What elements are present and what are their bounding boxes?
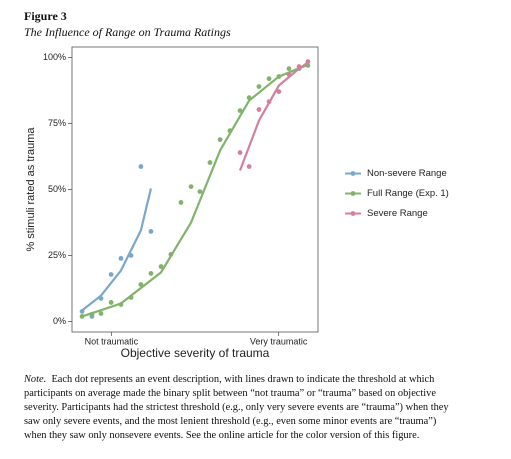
point	[237, 108, 243, 113]
point	[227, 128, 233, 134]
y-tick-label: 75%	[48, 118, 66, 128]
point	[178, 200, 184, 205]
legend-dot	[350, 191, 356, 196]
chart: 0% 25% 50% 75% 100% Not traumatic Very traumat…	[25, 46, 449, 360]
plot-frame	[71, 46, 319, 333]
point	[286, 72, 292, 77]
fit-line	[81, 188, 153, 312]
y-tick-label: 100%	[43, 52, 66, 62]
y-tick-label: 0%	[53, 316, 66, 326]
y-tick-label: 50%	[48, 184, 66, 194]
x-tick-label: Very traumatic	[250, 336, 308, 346]
legend-dot	[350, 171, 356, 176]
point	[246, 164, 252, 169]
point	[108, 272, 114, 277]
x-tick-label: Not traumatic	[85, 336, 139, 346]
fit-line	[238, 61, 309, 171]
point	[188, 184, 194, 189]
point	[98, 296, 104, 301]
point	[148, 229, 154, 234]
point	[256, 107, 262, 112]
point	[89, 311, 95, 317]
point	[118, 302, 124, 307]
point	[138, 282, 144, 287]
x-axis-title: Objective severity of trauma	[121, 346, 270, 360]
point	[79, 314, 85, 319]
point	[276, 89, 282, 94]
point	[276, 74, 282, 79]
legend-label: Severe Range	[367, 208, 428, 219]
point	[207, 160, 213, 165]
point	[305, 59, 311, 64]
point	[266, 99, 272, 105]
point	[256, 84, 262, 89]
point	[168, 252, 174, 257]
point	[246, 95, 252, 101]
point	[296, 64, 302, 69]
note-text: Each dot represents an event description…	[24, 374, 449, 441]
figure-label: Figure 3	[24, 9, 67, 23]
y-tick-label: 25%	[48, 250, 66, 260]
legend-label: Non-severe Range	[367, 168, 447, 179]
point	[128, 295, 134, 300]
point	[217, 137, 223, 143]
fit-line	[81, 63, 309, 318]
point	[138, 164, 144, 169]
point	[128, 253, 134, 258]
point	[286, 66, 292, 72]
legend-dot	[350, 211, 356, 216]
point	[98, 311, 104, 316]
figure-title: The Influence of Range on Trauma Ratings	[24, 25, 231, 39]
point	[148, 271, 154, 276]
point	[237, 150, 243, 155]
y-axis-title: % stimuli rated as trauma	[25, 127, 37, 252]
point	[79, 309, 85, 314]
point	[158, 264, 164, 269]
note-label: Note.	[24, 374, 47, 385]
point	[197, 189, 203, 195]
legend-label: Full Range (Exp. 1)	[367, 188, 449, 199]
point	[108, 300, 114, 305]
point	[118, 255, 124, 261]
point	[266, 76, 272, 82]
figure-note: Note. Each dot represents an event descr…	[24, 373, 460, 443]
